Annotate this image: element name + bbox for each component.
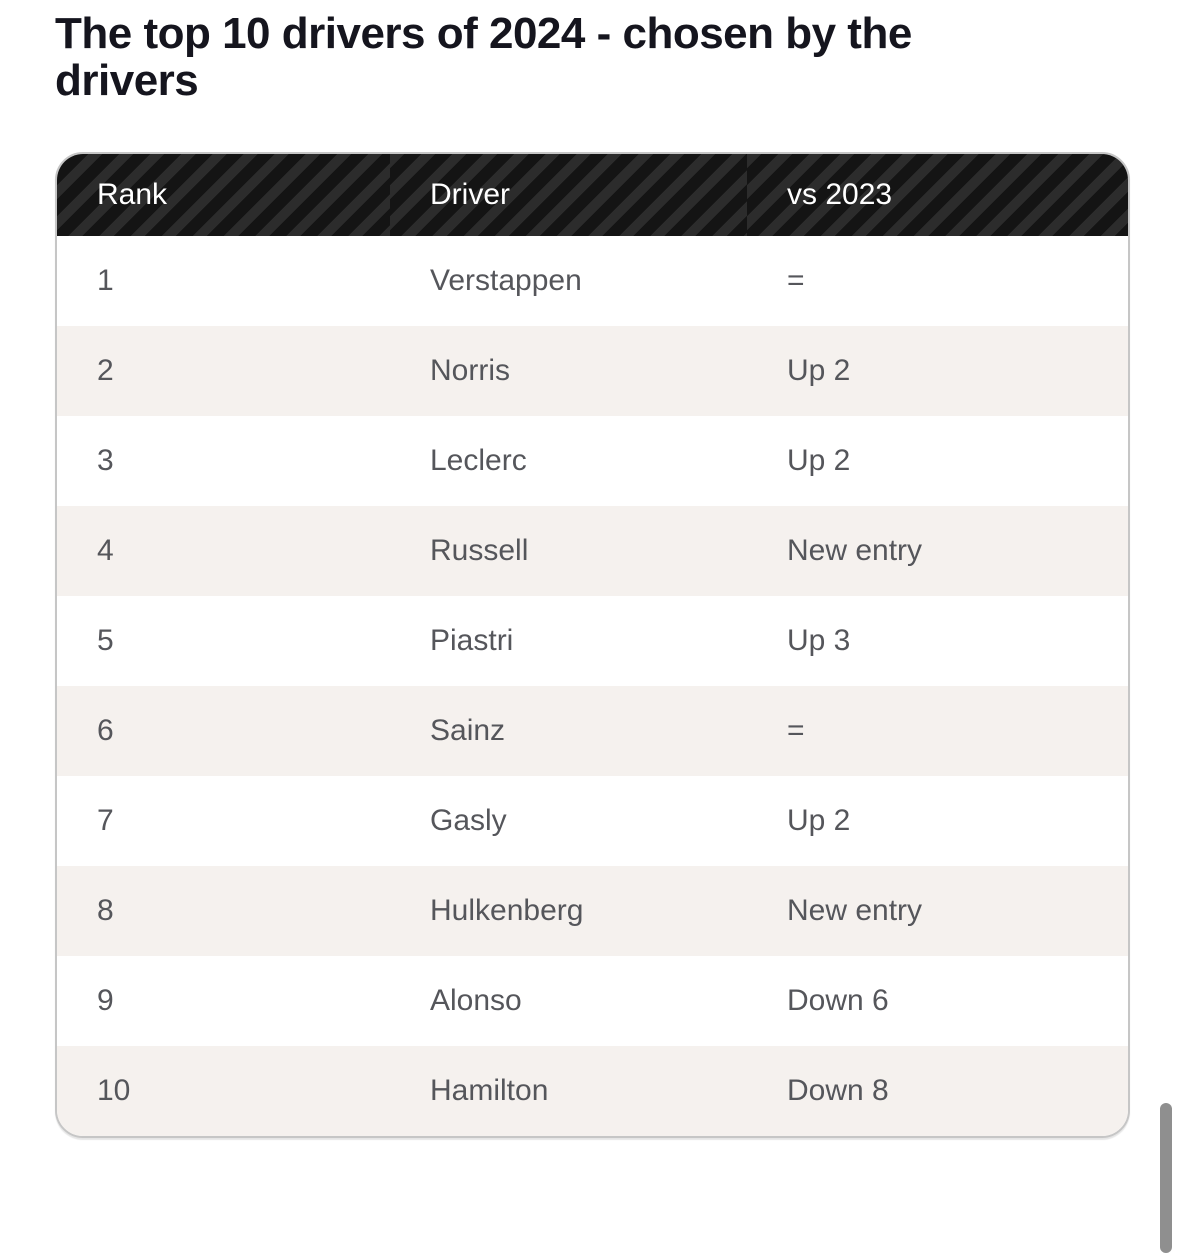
table-row: 9 Alonso Down 6 — [57, 956, 1128, 1046]
cell-driver: Hamilton — [390, 1046, 747, 1136]
cell-rank: 3 — [57, 416, 390, 506]
cell-rank: 10 — [57, 1046, 390, 1136]
header-row: Rank Driver vs 2023 — [57, 154, 1128, 236]
cell-rank: 6 — [57, 686, 390, 776]
cell-driver: Gasly — [390, 776, 747, 866]
table-row: 4 Russell New entry — [57, 506, 1128, 596]
cell-vs-2023: Down 8 — [747, 1046, 1128, 1136]
table-row: 1 Verstappen = — [57, 236, 1128, 326]
table-header: Rank Driver vs 2023 — [57, 154, 1128, 236]
cell-rank: 7 — [57, 776, 390, 866]
table-body: 1 Verstappen = 2 Norris Up 2 3 Leclerc Up 2 4 Russ… — [57, 236, 1128, 1136]
cell-rank: 9 — [57, 956, 390, 1046]
cell-driver: Piastri — [390, 596, 747, 686]
cell-vs-2023: Down 6 — [747, 956, 1128, 1046]
table-row: 2 Norris Up 2 — [57, 326, 1128, 416]
top-drivers-table: Rank Driver vs 2023 1 Verstappen = 2 Norris U… — [55, 152, 1130, 1138]
cell-vs-2023: New entry — [747, 866, 1128, 956]
cell-driver: Norris — [390, 326, 747, 416]
cell-vs-2023: New entry — [747, 506, 1128, 596]
cell-driver: Alonso — [390, 956, 747, 1046]
cell-rank: 2 — [57, 326, 390, 416]
table-row: 7 Gasly Up 2 — [57, 776, 1128, 866]
table-row: 5 Piastri Up 3 — [57, 596, 1128, 686]
column-header-vs-2023: vs 2023 — [747, 154, 1128, 236]
cell-vs-2023: Up 2 — [747, 326, 1128, 416]
cell-rank: 8 — [57, 866, 390, 956]
cell-vs-2023: Up 2 — [747, 416, 1128, 506]
cell-vs-2023: Up 3 — [747, 596, 1128, 686]
cell-driver: Leclerc — [390, 416, 747, 506]
table-row: 10 Hamilton Down 8 — [57, 1046, 1128, 1136]
column-header-rank: Rank — [57, 154, 390, 236]
cell-rank: 1 — [57, 236, 390, 326]
cell-driver: Sainz — [390, 686, 747, 776]
column-header-driver: Driver — [390, 154, 747, 236]
cell-vs-2023: Up 2 — [747, 776, 1128, 866]
rankings-table: Rank Driver vs 2023 1 Verstappen = 2 Norris U… — [57, 154, 1128, 1136]
page-title: The top 10 drivers of 2024 - chosen by t… — [55, 9, 912, 105]
page-scrollbar-thumb[interactable] — [1160, 1103, 1172, 1253]
cell-vs-2023: = — [747, 236, 1128, 326]
cell-rank: 4 — [57, 506, 390, 596]
cell-driver: Russell — [390, 506, 747, 596]
table-row: 6 Sainz = — [57, 686, 1128, 776]
cell-driver: Hulkenberg — [390, 866, 747, 956]
table-row: 3 Leclerc Up 2 — [57, 416, 1128, 506]
cell-rank: 5 — [57, 596, 390, 686]
cell-vs-2023: = — [747, 686, 1128, 776]
table-row: 8 Hulkenberg New entry — [57, 866, 1128, 956]
cell-driver: Verstappen — [390, 236, 747, 326]
